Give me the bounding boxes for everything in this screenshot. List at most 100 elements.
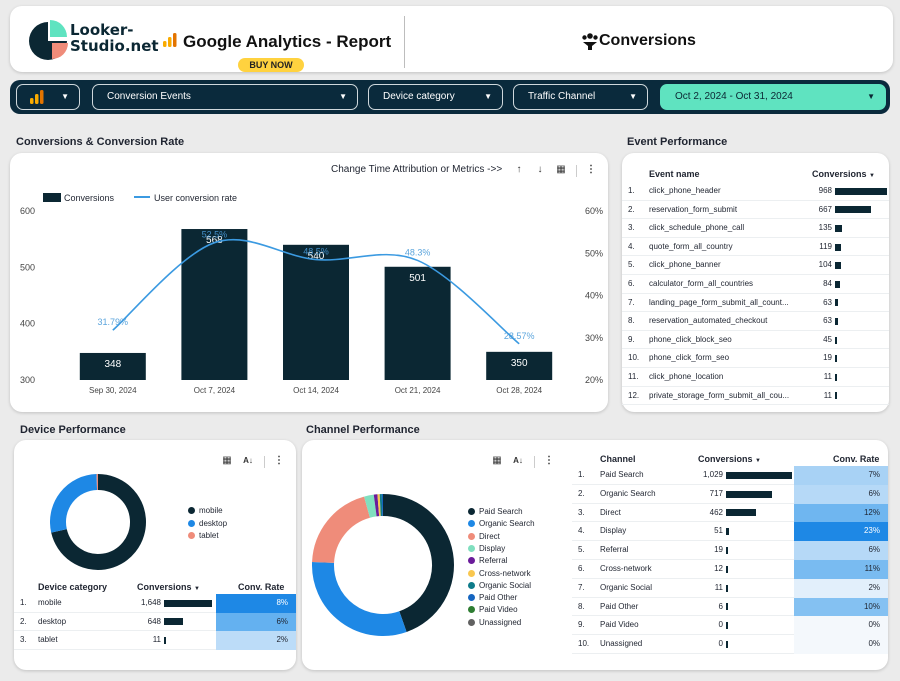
- row-name: phone_click_form_seo: [649, 353, 730, 363]
- event-name-header[interactable]: Event name: [649, 169, 700, 179]
- device-category-header[interactable]: Device category: [38, 582, 108, 592]
- event-row: 3. click_schedule_phone_call 135: [622, 219, 889, 238]
- channel-table: Channel Conversions ▼ Conv. Rate 1. Paid …: [572, 440, 888, 670]
- row-rate: 2%: [216, 631, 296, 650]
- row-rate: 0%: [794, 616, 888, 636]
- bar-conversions: [181, 229, 248, 380]
- legend-bar-swatch: [43, 193, 61, 202]
- y-axis-right-tick: 30%: [585, 333, 603, 343]
- more-options-icon[interactable]: ⋮: [586, 164, 596, 175]
- row-bar: [164, 618, 183, 626]
- row-value: 12: [714, 564, 723, 573]
- row-rate: 6%: [794, 541, 888, 560]
- event-conversions-header-label: Conversions: [812, 169, 867, 179]
- more-options-icon[interactable]: ⋮: [544, 455, 554, 466]
- legend-dot: [188, 507, 195, 514]
- row-bar: [726, 565, 728, 573]
- conversion-events-filter[interactable]: Conversion Events ▼: [92, 84, 358, 110]
- legend-label: Organic Social: [479, 580, 532, 590]
- legend-dot: [188, 519, 195, 527]
- row-bar: [726, 547, 728, 555]
- date-range-label: Oct 2, 2024 - Oct 31, 2024: [675, 91, 793, 102]
- more-options-icon[interactable]: ⋮: [274, 455, 284, 466]
- row-index: 1.: [578, 470, 585, 479]
- bar-value-label: 348: [104, 359, 121, 370]
- analytics-property-selector[interactable]: ▼: [16, 84, 80, 110]
- device-donut-slice: [50, 474, 98, 533]
- channel-header[interactable]: Channel: [600, 454, 636, 464]
- device-rate-header[interactable]: Conv. Rate: [238, 582, 285, 592]
- legend-label: mobile: [199, 506, 223, 515]
- channel-conversions-header[interactable]: Conversions ▼: [698, 454, 761, 464]
- sort-descending-icon[interactable]: ↓: [537, 164, 543, 175]
- chevron-down-icon: ▼: [867, 92, 875, 101]
- traffic-channel-filter-label: Traffic Channel: [528, 91, 596, 102]
- bar-conversions: [486, 351, 553, 380]
- row-bar: [835, 206, 871, 214]
- traffic-channel-filter[interactable]: Traffic Channel ▼: [513, 84, 648, 110]
- row-value: 63: [823, 297, 832, 307]
- y-axis-right-tick: 60%: [585, 206, 603, 216]
- legend-item: Organic Social: [468, 581, 531, 590]
- row-name: calculator_form_all_countries: [649, 279, 754, 288]
- sort-ascending-icon[interactable]: ↑: [516, 164, 522, 175]
- row-bar: [726, 509, 756, 517]
- conversions-chart-title: Conversions & Conversion Rate: [16, 136, 185, 148]
- row-value: 63: [823, 316, 832, 326]
- filter-bar: ▼ Conversion Events ▼ Device category ▼ …: [10, 80, 890, 114]
- row-value: 11: [152, 635, 161, 644]
- row-value: 45: [823, 334, 832, 344]
- event-conversions-header[interactable]: Conversions ▼: [812, 169, 875, 179]
- device-legend: mobile desktop tablet: [188, 506, 278, 546]
- date-range-picker[interactable]: Oct 2, 2024 - Oct 31, 2024 ▼: [660, 84, 886, 110]
- row-rate: 0%: [794, 635, 888, 654]
- channel-donut-slice: [312, 496, 371, 564]
- row-value: 0: [718, 639, 723, 649]
- legend-item: Unassigned: [468, 618, 521, 627]
- time-attribution-label[interactable]: Change Time Attribution or Metrics ->>: [331, 164, 503, 175]
- row-bar: [835, 187, 887, 195]
- sort-az-icon[interactable]: A↓: [243, 456, 253, 465]
- row-value: 648: [147, 616, 161, 626]
- event-row: 7. landing_page_form_submit_all_count... 6…: [622, 294, 889, 313]
- device-donut-chart: [50, 474, 146, 570]
- row-index: 3.: [20, 635, 27, 644]
- buy-now-button[interactable]: BUY NOW: [238, 58, 304, 72]
- row-name: reservation_form_submit: [649, 204, 738, 214]
- device-category-filter[interactable]: Device category ▼: [368, 84, 503, 110]
- conversion-events-filter-label: Conversion Events: [107, 91, 191, 102]
- legend-item: Organic Search: [468, 519, 535, 528]
- legend-line-swatch: [134, 196, 150, 198]
- row-rate: 7%: [794, 466, 888, 485]
- chevron-down-icon: ▼: [61, 92, 69, 101]
- row-name: Organic Search: [600, 488, 656, 498]
- row-index: 1.: [628, 186, 635, 195]
- row-bar: [835, 373, 837, 381]
- y-axis-right-tick: 50%: [585, 248, 603, 258]
- logo-line-1: Looker-: [70, 21, 134, 39]
- legend-label: Cross-network: [479, 568, 531, 578]
- channel-performance-card: ▦ A↓ ⋮ Paid Search Organic Search Direct Di…: [302, 440, 888, 670]
- row-index: 9.: [628, 334, 635, 344]
- chart-settings-icon[interactable]: ▦: [556, 164, 566, 175]
- legend-item: Paid Other: [468, 593, 517, 602]
- row-rate: 8%: [216, 594, 296, 613]
- users-icon: [582, 33, 598, 50]
- device-conversions-header[interactable]: Conversions ▼: [137, 582, 200, 592]
- header-card: Looker- Studio.net Google Analytics - Re…: [10, 6, 893, 72]
- row-index: 8.: [628, 316, 635, 326]
- row-index: 11.: [628, 372, 639, 381]
- row-index: 3.: [628, 223, 635, 233]
- row-bar: [726, 641, 728, 649]
- sort-az-icon[interactable]: A↓: [513, 456, 523, 465]
- row-bar: [835, 224, 843, 232]
- chart-settings-icon[interactable]: ▦: [222, 455, 232, 466]
- row-bar: [835, 355, 837, 363]
- channel-rate-header[interactable]: Conv. Rate: [833, 454, 880, 464]
- row-name: Cross-network: [600, 564, 652, 573]
- row-bar: [835, 317, 839, 325]
- channel-row: 2. Organic Search 717 6%: [572, 484, 888, 504]
- channel-conversions-header-label: Conversions: [698, 454, 753, 464]
- bar-value-label: 501: [409, 273, 426, 284]
- chart-settings-icon[interactable]: ▦: [492, 455, 502, 466]
